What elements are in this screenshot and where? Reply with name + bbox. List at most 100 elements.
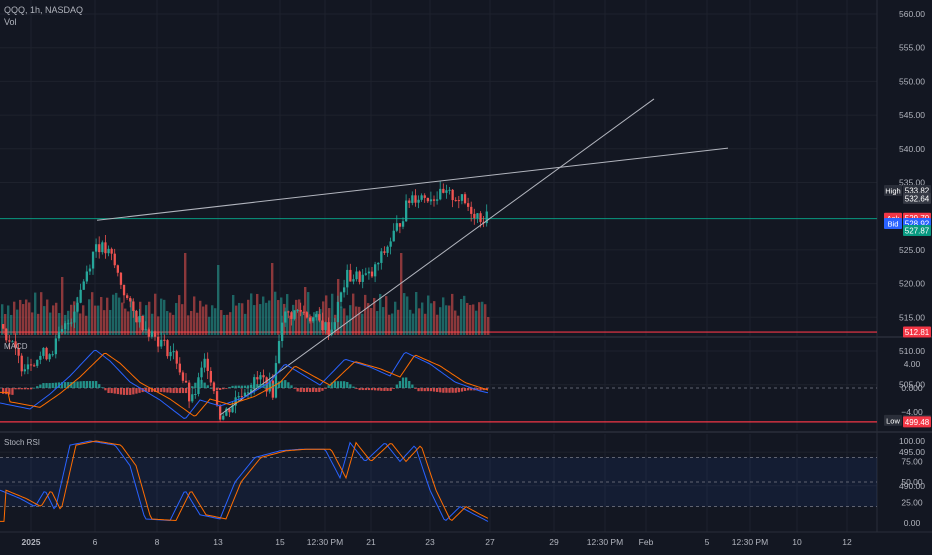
volume-bar: [379, 293, 382, 335]
volume-bar: [439, 307, 442, 335]
price-axis[interactable]: 560.00 555.00 550.00 545.00 540.00 535.00 525.…: [899, 9, 925, 491]
candle-body: [48, 354, 51, 360]
volume-legend[interactable]: Vol: [4, 17, 17, 27]
candle-body: [157, 336, 160, 347]
volume-bar: [295, 299, 298, 335]
price-label-tag: High: [885, 186, 900, 195]
candle-body: [228, 408, 231, 413]
volume-bar: [289, 315, 292, 335]
candle-body: [175, 351, 178, 364]
volume-bar: [292, 304, 295, 335]
candle-body: [119, 272, 123, 285]
macd-histogram-bar: [234, 385, 237, 388]
volume-bar: [37, 313, 40, 335]
time-tick-label: 12:30 PM: [732, 537, 768, 547]
candle-body: [39, 355, 42, 360]
price-label-box: [903, 326, 931, 338]
candle-body: [153, 331, 157, 337]
macd-histogram-bar: [265, 384, 268, 388]
macd-histogram-bar: [166, 388, 169, 393]
volume-bar: [436, 314, 439, 335]
candle-body: [302, 311, 305, 313]
candle-body: [91, 251, 95, 269]
candle-body: [104, 242, 107, 254]
volume-bar: [226, 314, 229, 335]
time-axis[interactable]: 2025 6 8 13 15 12:30 PM 21 23 27 29 12:30 PM Feb 5 12…: [22, 537, 852, 547]
candle-body: [141, 315, 144, 331]
stoch-rsi-pane: 100.00 75.00 50.00 25.00 0.00: [0, 436, 925, 528]
macd-histogram-bar: [188, 388, 191, 390]
time-tick-label: 8: [155, 537, 160, 547]
volume-bar: [157, 316, 160, 335]
volume-bar: [466, 302, 469, 335]
candle-body: [14, 341, 17, 349]
candle-body: [57, 332, 61, 339]
volume-bar: [451, 293, 454, 335]
macd-histogram-bar: [284, 380, 287, 388]
stoch-rsi-pane-title[interactable]: Stoch RSI: [4, 438, 41, 447]
volume-bar: [277, 300, 280, 335]
candle-body: [8, 340, 11, 342]
candle-body: [206, 358, 209, 371]
volume-bar: [331, 293, 334, 335]
price-label-box: [903, 192, 931, 204]
macd-histogram-bar: [2, 388, 5, 394]
price-label-tag-box: [884, 184, 902, 196]
candle-body: [315, 314, 318, 318]
macd-histogram-bar: [169, 388, 172, 393]
candle-body: [250, 389, 253, 393]
candle-body: [374, 264, 377, 277]
macd-histogram-bar: [104, 388, 107, 391]
candle-body: [327, 322, 330, 335]
volume-bar: [373, 297, 376, 335]
volume-bar: [460, 299, 463, 335]
candle-body: [42, 347, 45, 356]
time-tick-label: 2025: [22, 537, 41, 547]
macd-histogram-bar: [414, 388, 417, 389]
symbol-legend[interactable]: QQQ, 1h, NASDAQ: [4, 5, 84, 15]
volume-bar: [322, 301, 325, 335]
macd-histogram-bar: [57, 382, 61, 388]
macd-histogram-bar: [268, 384, 271, 388]
volume-bar: [301, 311, 304, 335]
candle-body: [457, 200, 460, 202]
volume-bar: [223, 314, 226, 335]
macd-histogram-bar: [119, 388, 123, 395]
trendline-upper[interactable]: [96, 147, 729, 221]
candle-body: [64, 323, 67, 330]
volume-bar: [13, 301, 16, 335]
price-tick-label: 525.00: [899, 245, 925, 255]
volume-bar: [298, 299, 301, 335]
macd-histogram-bar: [324, 388, 327, 389]
volume-bar: [478, 302, 481, 335]
candle-body: [116, 265, 119, 273]
volume-bar: [475, 310, 478, 335]
candle-body: [405, 200, 408, 222]
volume-bar: [166, 311, 169, 335]
volume-bar: [127, 311, 130, 335]
candle-body: [383, 251, 386, 253]
macd-histogram-bar: [64, 382, 67, 388]
macd-histogram-bar: [333, 381, 336, 388]
macd-histogram-bar: [327, 385, 330, 388]
macd-histogram-bar: [389, 388, 392, 391]
volume-bar: [274, 291, 277, 335]
time-tick-label: 12:30 PM: [307, 537, 343, 547]
candle-body: [85, 271, 88, 282]
macd-histogram-bar: [36, 386, 39, 388]
trendline-lower[interactable]: [219, 98, 655, 416]
candle-body: [163, 339, 166, 341]
candle-body: [110, 248, 113, 254]
volume-bar: [256, 293, 259, 335]
macd-pane-title[interactable]: MACD: [4, 342, 28, 351]
macd-histogram-bar: [246, 385, 250, 388]
candle-body: [436, 199, 439, 201]
macd-histogram-bar: [349, 384, 352, 388]
volume-bar: [190, 311, 193, 335]
macd-histogram-bar: [163, 388, 166, 393]
volume-bar: [52, 305, 55, 335]
volume-bar: [115, 292, 118, 335]
candle-body: [463, 194, 467, 204]
